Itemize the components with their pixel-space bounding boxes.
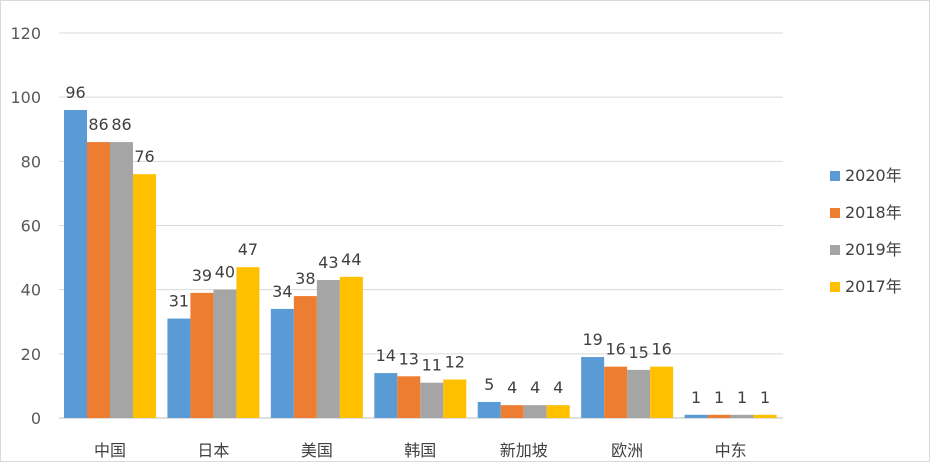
bar-2-3 — [293, 296, 317, 418]
bar-4-2 — [236, 267, 260, 418]
legend: 2020年 2018年 2019年 2017年 — [830, 166, 902, 296]
legend-swatch — [830, 245, 840, 255]
data-label: 4 — [553, 378, 563, 397]
bar-1-3 — [270, 308, 294, 418]
bar-4-7 — [753, 414, 777, 418]
bars — [64, 110, 777, 419]
data-label: 47 — [238, 240, 258, 259]
bar-3-6 — [627, 369, 651, 418]
data-label: 39 — [192, 266, 212, 285]
data-label: 4 — [530, 378, 540, 397]
bar-2-6 — [604, 366, 628, 418]
bar-3-5 — [523, 405, 547, 418]
category-label: 美国 — [301, 441, 333, 460]
y-axis-ticks: 0 20 40 60 80 100 120 — [10, 24, 41, 428]
legend-label: 2019年 — [845, 240, 902, 259]
data-label: 1 — [737, 388, 747, 407]
category-label: 日本 — [197, 441, 229, 460]
y-tick-label: 80 — [21, 152, 41, 171]
legend-swatch — [830, 171, 840, 181]
bar-3-4 — [420, 382, 444, 418]
data-label: 31 — [169, 292, 189, 311]
category-label: 韩国 — [404, 441, 436, 460]
category-label: 新加坡 — [500, 441, 548, 460]
data-label: 96 — [65, 83, 85, 102]
data-label: 5 — [484, 375, 494, 394]
data-label: 12 — [445, 353, 465, 372]
category-label: 中国 — [94, 441, 126, 460]
legend-swatch — [830, 282, 840, 292]
bar-2-5 — [500, 405, 524, 418]
bar-2-1 — [87, 142, 110, 419]
bar-4-4 — [443, 379, 467, 418]
bar-4-3 — [339, 276, 363, 418]
data-label: 16 — [605, 340, 625, 359]
x-axis-categories: 中国 日本 美国 韩国 新加坡 欧洲 中东 — [94, 441, 747, 460]
bar-1-4 — [374, 373, 398, 418]
legend-label: 2020年 — [845, 166, 902, 185]
data-label: 4 — [507, 378, 517, 397]
data-label: 13 — [399, 349, 419, 368]
bar-4-1 — [133, 174, 156, 418]
legend-label: 2018年 — [845, 203, 902, 222]
y-tick-label: 120 — [10, 24, 41, 43]
data-label: 38 — [295, 269, 315, 288]
bar-3-7 — [730, 414, 754, 418]
data-label: 19 — [582, 330, 602, 349]
data-label: 40 — [215, 263, 235, 282]
data-label: 86 — [111, 115, 131, 134]
bar-2-2 — [190, 292, 214, 418]
legend-swatch — [830, 208, 840, 218]
data-label: 1 — [760, 388, 770, 407]
bar-1-7 — [684, 414, 708, 418]
category-label: 欧洲 — [611, 441, 643, 460]
y-tick-label: 100 — [10, 88, 41, 107]
category-label: 中东 — [715, 441, 747, 460]
bar-1-1 — [64, 110, 87, 418]
y-tick-label: 60 — [21, 217, 41, 236]
bar-1-5 — [477, 401, 501, 418]
data-label: 43 — [318, 253, 338, 272]
legend-label: 2017年 — [845, 277, 902, 296]
y-tick-label: 20 — [21, 345, 41, 364]
bar-4-5 — [546, 405, 570, 418]
data-label: 16 — [651, 340, 671, 359]
bar-1-2 — [167, 318, 191, 418]
data-label: 76 — [134, 147, 154, 166]
data-label: 34 — [272, 282, 292, 301]
bar-3-1 — [110, 142, 133, 419]
bar-1-6 — [581, 357, 605, 418]
data-label: 14 — [376, 346, 396, 365]
y-tick-label: 0 — [31, 409, 41, 428]
bar-3-3 — [316, 280, 340, 418]
data-label: 1 — [714, 388, 724, 407]
data-label: 86 — [88, 115, 108, 134]
bar-4-6 — [650, 366, 674, 418]
y-tick-label: 40 — [21, 281, 41, 300]
data-label: 44 — [341, 250, 361, 269]
data-label: 11 — [422, 356, 442, 375]
bar-2-4 — [397, 376, 421, 418]
data-label: 1 — [691, 388, 701, 407]
data-label: 15 — [628, 343, 648, 362]
bar-2-7 — [707, 414, 731, 418]
bar-3-2 — [213, 289, 237, 418]
